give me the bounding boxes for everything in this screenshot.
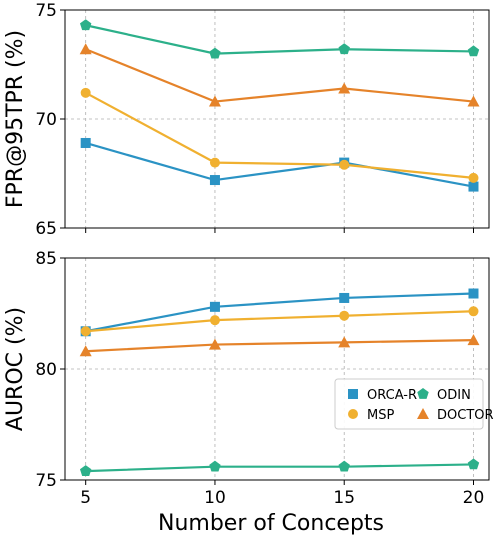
auroc-point-msp-10 bbox=[209, 315, 220, 326]
legend-label-odin: ODIN bbox=[437, 388, 471, 403]
auroc-point-odin-5 bbox=[79, 465, 92, 476]
fpr-point-msp-5 bbox=[80, 87, 91, 98]
fpr-series-line-doctor bbox=[85, 48, 474, 103]
auroc-xtick-label-20: 20 bbox=[463, 488, 485, 508]
auroc-y-axis-label: AUROC (%) bbox=[3, 307, 28, 431]
fpr-series-line-odin bbox=[85, 24, 474, 55]
legend-label-orca-r: ORCA-R bbox=[367, 388, 417, 403]
auroc-series-line-odin bbox=[85, 463, 474, 473]
auroc-point-orca-r-20 bbox=[468, 288, 479, 299]
auroc-point-doctor-10 bbox=[208, 338, 221, 350]
auroc-point-msp-20 bbox=[468, 306, 479, 317]
legend-marker-doctor bbox=[417, 408, 429, 419]
auroc-point-doctor-15 bbox=[338, 336, 351, 348]
fpr-point-odin-20 bbox=[467, 45, 480, 57]
legend-frame bbox=[334, 378, 484, 430]
auroc-point-doctor-5 bbox=[79, 345, 92, 357]
fpr-series-line-orca-r bbox=[85, 141, 474, 188]
fpr-y-axis-label: FPR@95TPR (%) bbox=[3, 30, 28, 208]
legend-label-doctor: DOCTOR bbox=[437, 408, 494, 423]
legend-label-msp: MSP bbox=[367, 408, 394, 423]
auroc-xtick-label-10: 10 bbox=[204, 488, 226, 508]
auroc-point-odin-10 bbox=[209, 460, 221, 472]
fpr-point-odin-15 bbox=[338, 43, 350, 55]
auroc-series-line-orca-r bbox=[85, 292, 474, 333]
auroc-ytick-label-80: 80 bbox=[35, 360, 57, 380]
auroc-xtick-label-5: 5 bbox=[80, 488, 91, 508]
auroc-panel: 75 80 85 5 10 15 20 AUROC (%) ORCA-R ODIN MSP DOCTO… bbox=[3, 249, 494, 508]
fpr-ytick-label-65: 65 bbox=[35, 219, 57, 239]
auroc-point-msp-5 bbox=[80, 326, 91, 337]
fpr-ytick-label-70: 70 bbox=[35, 110, 57, 130]
auroc-point-orca-r-10 bbox=[209, 301, 220, 312]
fpr-point-orca-r-20 bbox=[468, 181, 479, 192]
legend-marker-orca-r bbox=[348, 389, 358, 399]
auroc-point-odin-20 bbox=[467, 458, 480, 470]
fpr-point-doctor-5 bbox=[79, 43, 92, 55]
legend-marker-odin bbox=[417, 388, 429, 399]
fpr-point-doctor-20 bbox=[467, 95, 480, 107]
auroc-ytick-label-85: 85 bbox=[35, 249, 57, 269]
fpr-point-msp-15 bbox=[339, 159, 350, 170]
legend: ORCA-R ODIN MSP DOCTOR bbox=[334, 378, 494, 430]
fpr-series-line-msp bbox=[85, 91, 474, 179]
fpr-point-orca-r-10 bbox=[209, 175, 220, 186]
fpr-point-orca-r-5 bbox=[80, 137, 91, 148]
auroc-series-line-msp bbox=[85, 310, 474, 333]
fpr-point-odin-10 bbox=[209, 47, 221, 59]
auroc-point-orca-r-15 bbox=[339, 292, 350, 303]
fpr-point-doctor-15 bbox=[338, 82, 351, 94]
auroc-ytick-label-75: 75 bbox=[35, 471, 57, 491]
fpr-point-odin-5 bbox=[79, 19, 92, 31]
auroc-point-msp-15 bbox=[339, 310, 350, 321]
auroc-point-odin-15 bbox=[338, 460, 350, 472]
fpr-ytick-label-75: 75 bbox=[35, 1, 57, 21]
auroc-xtick-label-15: 15 bbox=[333, 488, 355, 508]
auroc-point-doctor-20 bbox=[467, 334, 480, 346]
x-axis-label: Number of Concepts bbox=[158, 511, 384, 536]
fpr-panel: 65 70 75 FPR@95TPR (%) bbox=[3, 1, 490, 239]
fpr-point-msp-20 bbox=[468, 172, 479, 183]
legend-marker-msp bbox=[348, 409, 358, 419]
fpr-point-msp-10 bbox=[209, 157, 220, 168]
fpr-point-doctor-10 bbox=[208, 95, 221, 107]
auroc-series-line-doctor bbox=[85, 339, 474, 353]
